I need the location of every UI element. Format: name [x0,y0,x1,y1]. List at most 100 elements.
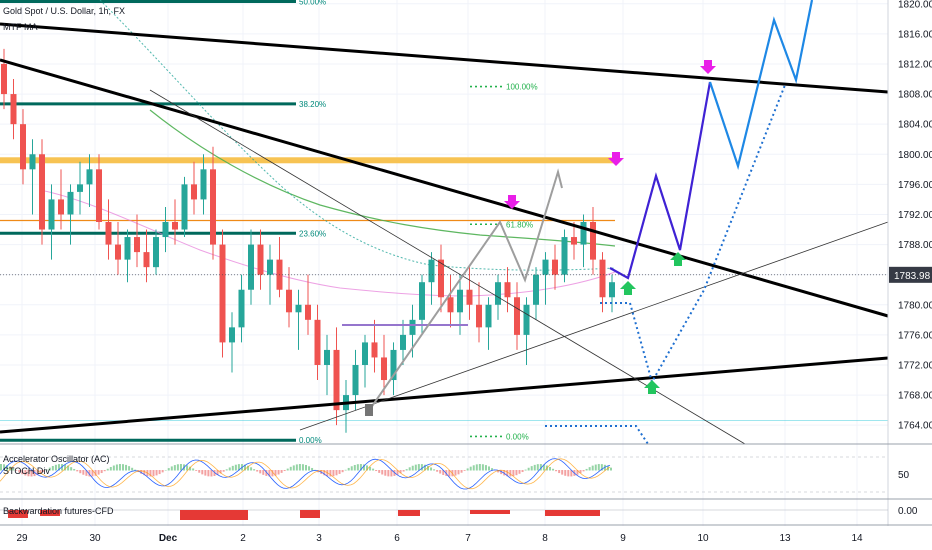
candle-body [219,244,226,343]
price-tick-label: 1800.00 [898,150,932,161]
osc-histogram-bar [414,464,417,471]
candle-body [362,342,368,365]
time-tick-label: 3 [316,533,322,544]
candle [10,79,17,140]
candle [542,252,549,305]
candle-body [390,349,397,381]
osc-histogram-bar [167,468,170,471]
osc-histogram-bar [231,465,234,471]
trendlines [0,22,889,445]
time-tick-label: 10 [697,533,709,544]
candle [191,161,197,215]
osc-histogram-bar [567,470,570,477]
forecast-path-dotted-lower [545,425,649,445]
candle-body [153,237,159,268]
osc-histogram-bar [262,470,265,475]
osc-histogram-bar [512,470,515,477]
futures-bar [180,510,248,520]
osc-histogram-bar [280,470,283,473]
osc-histogram-bar [244,464,246,471]
candle [248,229,254,305]
candle-body [124,237,131,260]
osc-histogram-bar [484,465,487,471]
candle-body [542,259,549,275]
osc-histogram-bar [610,467,612,471]
candle [381,334,387,396]
current-price-badge [889,266,932,283]
osc-histogram-bar [170,466,173,471]
osc-histogram-bar [588,467,591,471]
osc-histogram-bar [94,470,97,476]
osc-histogram-bar [210,470,213,477]
osc-histogram-bar [85,470,88,476]
candle [333,327,340,426]
candle-body [1,63,7,95]
osc-histogram-bar [305,464,307,471]
osc-histogram-bar [186,465,189,471]
candle [485,297,492,350]
price-tick-label: 1764.00 [898,421,932,432]
osc-histogram-bar [298,464,301,471]
candle [324,334,330,396]
candle-body [200,169,207,200]
candle-body [286,289,292,313]
candle-body [67,191,74,215]
fib-retracement: 50.00% 38.20% 23.60% 0.00% 100.00% 61.80% 0.00… [0,0,538,445]
osc-histogram-bar [155,470,158,476]
price-tick-label: 1792.00 [898,210,932,221]
osc-histogram-bar [469,466,472,471]
candle-body [29,154,36,170]
osc-histogram-bar [390,470,393,477]
osc-histogram-bar [323,470,326,476]
osc-histogram-bar [372,468,375,471]
osc-histogram-bar [423,464,426,471]
time-tick-label: 14 [851,533,863,544]
osc-histogram-bar [234,464,237,471]
current-price-label: 1783.98 [894,271,931,282]
candle-body [77,184,83,192]
osc-histogram-bar [539,464,542,471]
osc-histogram-bar [143,470,146,476]
osc-histogram-bar [213,470,216,477]
osc-histogram-bar [341,470,344,473]
osc-histogram-bar [463,470,466,471]
osc-histogram-bar [436,470,439,472]
osc-histogram-bar [152,470,155,477]
osc-histogram-bar [366,465,368,471]
candle [428,252,435,305]
osc-histogram-bar [585,468,588,471]
candle-body [371,342,378,358]
oscillator-pane [0,456,888,493]
osc-histogram-bar [189,466,192,471]
thin-trendline-down [149,89,746,445]
candle-body [229,327,235,343]
fib-projection-label: 61.80% [506,220,533,229]
candle [305,274,311,335]
osc-histogram-bar [271,470,274,477]
osc-histogram-bar [500,470,503,475]
osc-histogram-bar [6,465,9,471]
candle [143,229,150,283]
arrow-up-icon [670,252,686,266]
candle-body [39,154,45,230]
candle-body [438,259,444,298]
osc-histogram-bar [253,469,256,471]
osc-histogram-bar [268,470,271,477]
futures-bar [40,510,60,516]
candle-body [476,304,482,328]
fib-level-label: 0.00% [299,436,322,445]
candle-body [134,237,140,253]
candle-body [599,259,606,298]
candle [238,274,245,343]
candle [58,169,64,230]
time-tick-label: 29 [16,533,28,544]
candle [523,297,530,365]
candle [39,139,45,245]
candle [533,267,539,320]
candle-body [257,244,264,275]
candle-body [210,169,216,245]
osc-histogram-bar [51,466,54,471]
candle [105,199,112,260]
candle-body [191,184,197,200]
candle [219,229,226,358]
